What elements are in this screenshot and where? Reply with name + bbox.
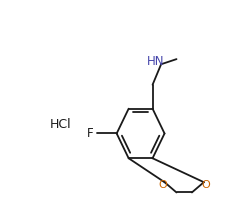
Text: O: O	[200, 180, 209, 190]
Text: HCl: HCl	[49, 118, 71, 131]
Text: HN: HN	[147, 55, 164, 68]
Text: F: F	[87, 127, 94, 140]
Text: O: O	[158, 180, 166, 190]
